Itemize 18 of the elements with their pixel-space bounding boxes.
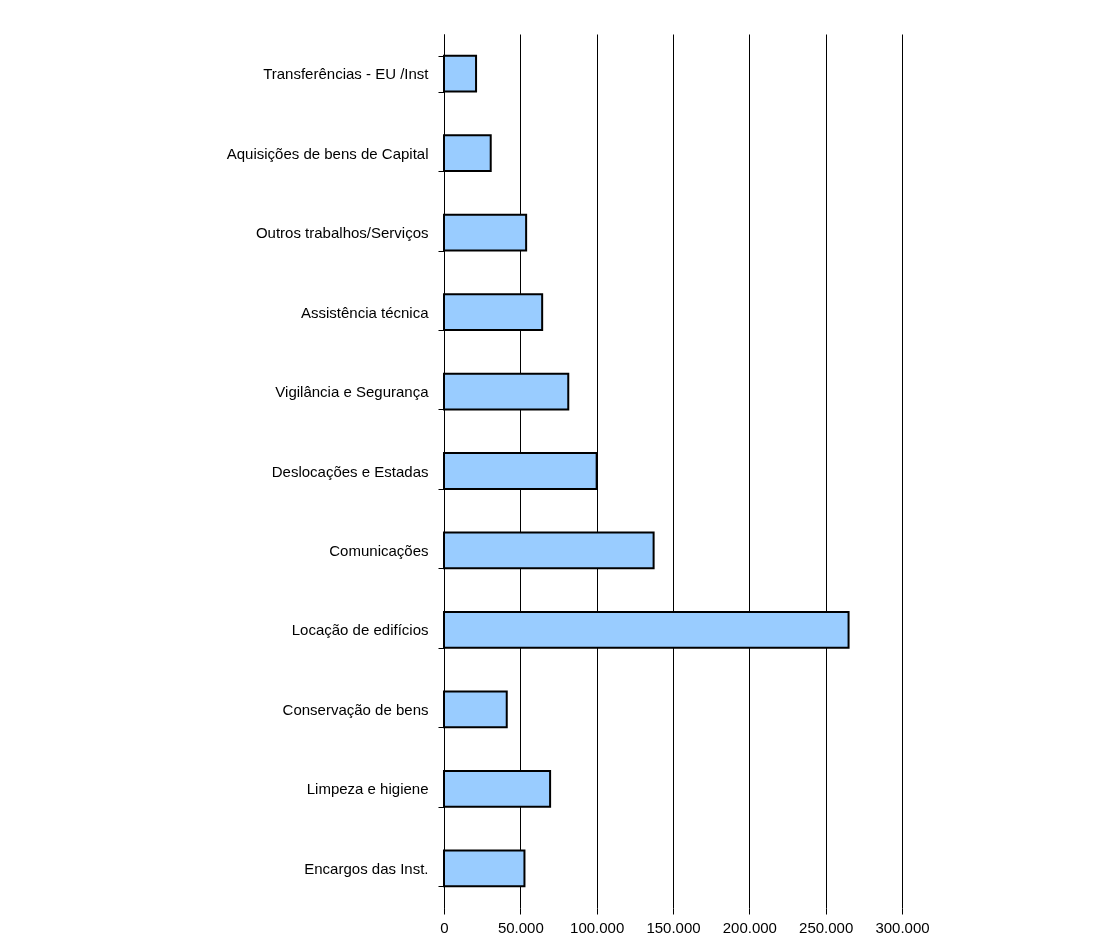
y-tick-label: Assistência técnica bbox=[300, 303, 430, 321]
y-tick-label: Aquisições de bens de Capital bbox=[226, 144, 429, 162]
y-tick-label: Outros trabalhos/Serviços bbox=[255, 224, 429, 242]
y-tick-label: Locação de edifícios bbox=[291, 621, 429, 639]
x-tick-label: 150.000 bbox=[646, 918, 701, 936]
y-tick-label: Encargos das Inst. bbox=[304, 859, 429, 877]
y-tick-label: Comunicações bbox=[329, 541, 429, 559]
y-tick-label: Conservação de bens bbox=[282, 700, 429, 718]
y-tick-label: Deslocações e Estadas bbox=[271, 462, 429, 480]
x-tick-label: 200.000 bbox=[722, 918, 777, 936]
y-tick-label: Transferências - EU /Inst bbox=[263, 65, 430, 83]
x-tick-label: 300.000 bbox=[875, 918, 930, 936]
y-tick-label: Limpeza e higiene bbox=[306, 780, 429, 798]
x-tick-label: 50.000 bbox=[497, 918, 544, 936]
y-tick-label: Vigilância e Segurança bbox=[275, 383, 430, 401]
x-tick-label: 100.000 bbox=[570, 918, 625, 936]
x-tick-label: 0 bbox=[440, 918, 449, 936]
x-tick-label: 250.000 bbox=[799, 918, 854, 936]
